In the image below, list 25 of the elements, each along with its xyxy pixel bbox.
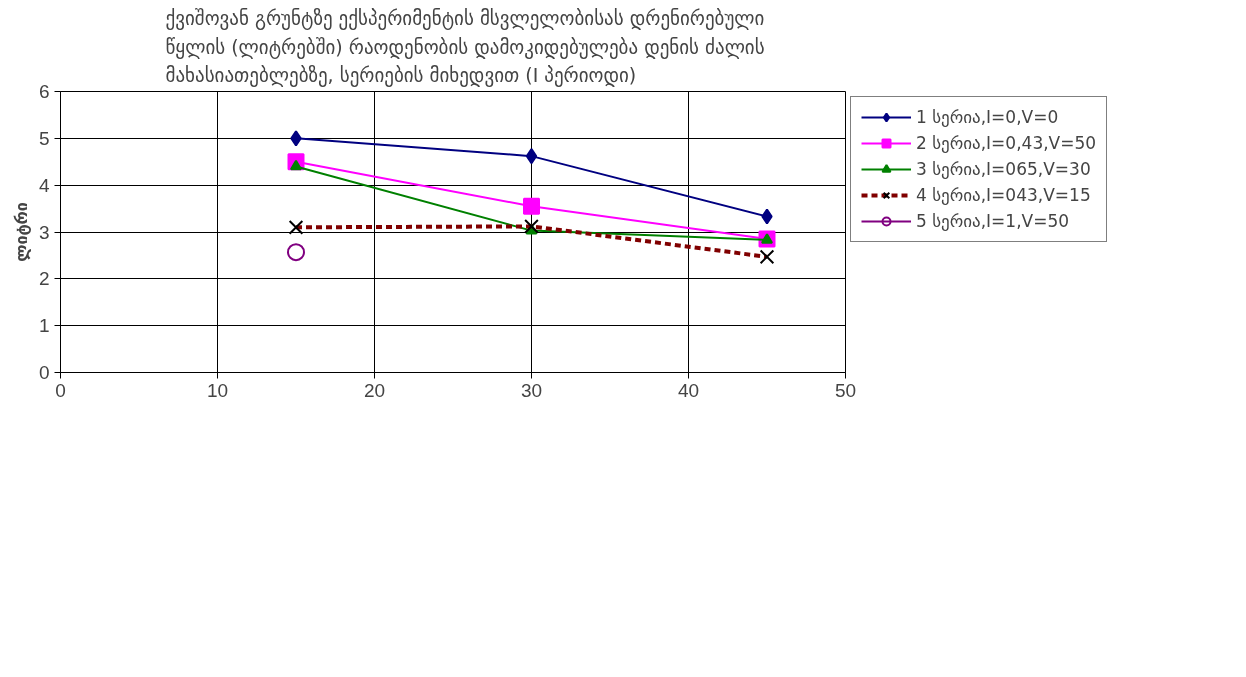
point (287, 243, 305, 262)
legend-label: 1 სერია,I=0,V=0 (916, 107, 1059, 127)
y-tick-label: 0 (38, 362, 50, 383)
y-tick-label: 4 (38, 174, 50, 196)
point (523, 197, 540, 215)
point (525, 148, 538, 165)
point (761, 208, 773, 225)
x-tick-label: 30 (520, 379, 543, 401)
x-tick-label: 40 (677, 379, 700, 401)
x-tick-label: 10 (206, 379, 229, 401)
point (290, 130, 302, 147)
legend-label: 2 სერია,I=0,43,V=50 (916, 133, 1097, 153)
legend-label: 3 სერია,I=065,V=30 (916, 159, 1091, 179)
x-tick-label: 20 (363, 379, 386, 401)
legend-label: 5 სერია,I=1,V=50 (916, 211, 1070, 231)
legend-label: 4 სერია,I=043,V=15 (916, 185, 1091, 205)
y-tick-label: 1 (38, 315, 50, 337)
x-tick-label: 0 (55, 379, 66, 401)
y-tick-label: 6 (38, 81, 50, 102)
y-tick-label: 5 (38, 127, 50, 149)
x-tick-label: 50 (834, 379, 857, 401)
y-tick-label: 2 (38, 268, 50, 290)
y-tick-label: 3 (38, 221, 50, 243)
y-axis-title: ლიტრი (11, 202, 31, 262)
chart-title: ქვიშოვან გრუნტზე ექსპერიმენტის მსვლელობისას დრენირებული წყლის (ლიტრებში) რაოდენობის დამოკიდებულება დენის ძალის მახასიათებლებზე, სერიების მიხედვით (I პერიოდი) (165, 7, 765, 88)
